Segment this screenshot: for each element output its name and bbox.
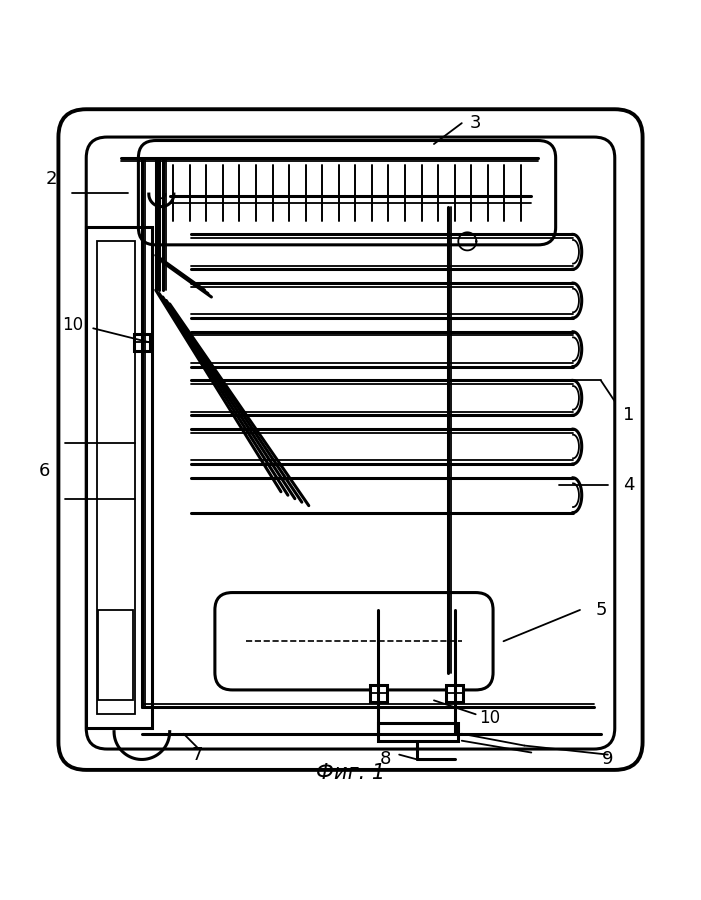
Bar (97, 241, 135, 715)
Bar (379, 724, 458, 741)
Text: 5: 5 (595, 601, 606, 619)
Text: 9: 9 (602, 751, 613, 769)
Text: 7: 7 (192, 745, 203, 763)
Bar (86, 228, 152, 728)
Bar (447, 685, 463, 702)
Text: 4: 4 (623, 476, 634, 494)
FancyBboxPatch shape (215, 592, 493, 690)
Bar (370, 685, 387, 702)
Bar (133, 334, 150, 351)
Bar (98, 610, 132, 700)
Text: 2: 2 (46, 170, 57, 188)
Text: 3: 3 (470, 114, 482, 132)
Text: 8: 8 (379, 751, 391, 769)
Text: 10: 10 (62, 316, 83, 334)
Text: 1: 1 (623, 406, 634, 424)
Text: Фиг. 1: Фиг. 1 (316, 763, 385, 783)
Text: 10: 10 (479, 708, 500, 726)
Text: 6: 6 (39, 462, 50, 480)
